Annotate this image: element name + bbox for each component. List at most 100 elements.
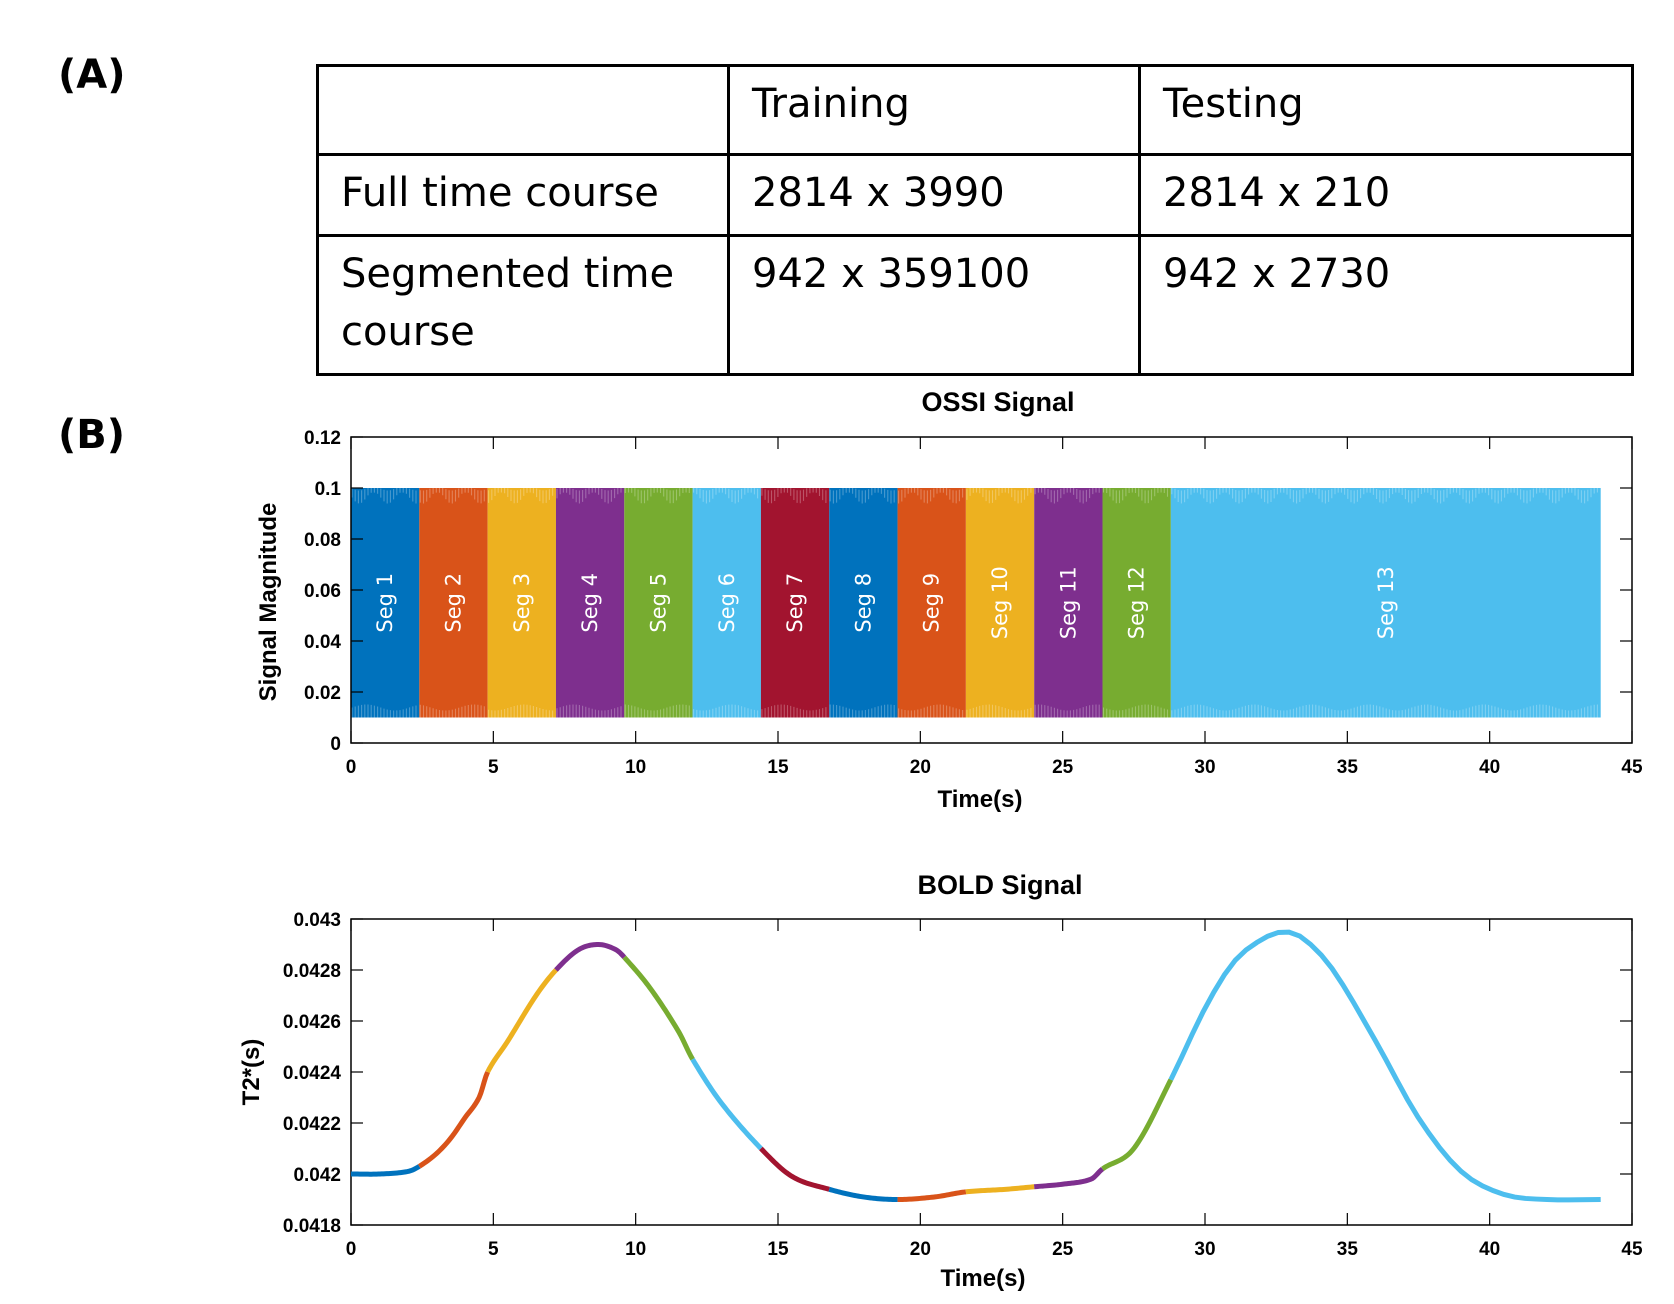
ossi-x-tick-label: 0: [346, 757, 357, 778]
ossi-x-tick-label: 5: [488, 757, 499, 778]
header-cell-testing: Testing: [1138, 64, 1634, 156]
bold-line-segment: [554, 941, 627, 972]
bold-line-segment: [351, 1164, 421, 1177]
bold-line-segment: [759, 1146, 830, 1192]
ossi-segment-band: [624, 488, 693, 718]
segment-label: Seg 10: [988, 566, 1012, 639]
ossi-segment-band: [555, 488, 625, 718]
row-label: Segmented time course: [316, 234, 730, 376]
bold-axes-box: [350, 918, 1633, 1226]
segment-label: Seg 9: [920, 573, 944, 633]
ossi-y-tick-label: 0.06: [304, 581, 341, 602]
bold-x-axis-label: Time(s): [941, 1265, 1026, 1292]
ossi-x-axis-label: Time(s): [938, 786, 1023, 813]
bold-signal-chart: BOLD Signal 0 5 10 15 20 25 30 35 40 45 0.0418 0.04…: [238, 870, 1643, 1292]
bold-y-tick-label: 0.042: [293, 1165, 341, 1186]
segment-label: Seg 12: [1125, 566, 1149, 639]
ossi-oscillation-texture: [761, 487, 827, 718]
ossi-oscillation-texture: [966, 487, 1032, 718]
bold-x-tick-label: 30: [1194, 1239, 1215, 1260]
ossi-oscillation-texture: [898, 487, 964, 718]
bold-y-tick-label: 0.0422: [283, 1114, 341, 1135]
ossi-oscillation-texture: [624, 487, 690, 718]
ossi-x-tick-label: 25: [1052, 757, 1074, 778]
bold-line-segment: [417, 1071, 490, 1169]
ossi-segment-band: [351, 488, 420, 718]
panel-label-b: (B): [58, 412, 126, 458]
ossi-y-tick-label: 0.12: [304, 428, 341, 449]
ossi-segment-band: [1102, 488, 1171, 718]
segment-label: Seg 13: [1374, 566, 1398, 639]
bold-x-tick-label: 35: [1337, 1239, 1359, 1260]
ossi-segment-band: [692, 488, 761, 718]
bold-x-tick-label: 20: [910, 1239, 931, 1260]
ossi-y-tick-label: 0.04: [304, 632, 341, 653]
segment-label: Seg 1: [373, 573, 397, 633]
ossi-x-tick-label: 20: [910, 757, 931, 778]
ossi-segment-band: [897, 488, 966, 718]
segment-label: Seg 2: [441, 573, 465, 633]
bold-line-segment: [897, 1189, 967, 1202]
bold-line-segment: [1168, 929, 1601, 1203]
segment-label: Seg 7: [783, 573, 807, 633]
dimensions-table: Training Testing Full time course 2814 x…: [316, 64, 1634, 376]
table-row: Segmented time course 942 x 359100 942 x…: [316, 234, 1634, 376]
ossi-segment-band: [487, 488, 556, 718]
bold-line-segment: [1101, 1078, 1174, 1171]
ossi-signal-chart: OSSI Signal Seg 1 Seg 2 Seg 3 Seg 4 Seg 5 Seg…: [255, 388, 1643, 813]
row-label: Full time course: [316, 153, 730, 237]
bold-x-tick-label: 25: [1052, 1239, 1074, 1260]
bold-chart-title: BOLD Signal: [917, 870, 1082, 900]
ossi-y-tick-label: 0: [330, 734, 341, 755]
bold-x-tick-label: 45: [1621, 1239, 1643, 1260]
ossi-segment-band: [829, 488, 898, 718]
segment-label: Seg 8: [851, 573, 875, 633]
ossi-x-tick-label: 45: [1621, 757, 1643, 778]
training-value: 2814 x 3990: [727, 153, 1141, 237]
bold-line-segment: [622, 955, 695, 1061]
panel-label-a: (A): [58, 52, 126, 98]
ossi-oscillation-texture: [556, 487, 622, 718]
ossi-oscillation-texture: [1171, 487, 1598, 718]
ossi-segment-band: [965, 488, 1035, 718]
ossi-y-tick-label: 0.1: [315, 479, 342, 500]
ossi-x-tick-label: 40: [1479, 757, 1500, 778]
training-value: 942 x 359100: [727, 234, 1141, 376]
bold-line-segment: [1033, 1166, 1105, 1190]
testing-value: 942 x 2730: [1138, 234, 1634, 376]
bold-y-tick-label: 0.0424: [283, 1063, 342, 1084]
bold-line-segment: [965, 1184, 1035, 1195]
segment-label: Seg 3: [510, 573, 534, 633]
ossi-oscillation-texture: [351, 487, 417, 718]
segment-label: Seg 5: [646, 573, 670, 633]
segment-label: Seg 6: [715, 573, 739, 633]
ossi-x-tick-label: 30: [1194, 757, 1215, 778]
bold-x-tick-label: 15: [767, 1239, 789, 1260]
bold-line-segment: [485, 968, 558, 1074]
ossi-oscillation-texture: [419, 487, 485, 718]
bold-x-tick-label: 10: [625, 1239, 646, 1260]
ossi-oscillation-texture: [693, 487, 759, 718]
ossi-oscillation-texture: [829, 487, 895, 718]
bold-x-tick-label: 40: [1479, 1239, 1500, 1260]
ossi-x-tick-label: 35: [1337, 757, 1359, 778]
ossi-y-tick-label: 0.02: [304, 683, 341, 704]
table-row: Full time course 2814 x 3990 2814 x 210: [316, 153, 1634, 237]
ossi-x-tick-label: 10: [625, 757, 646, 778]
segment-label: Seg 11: [1056, 566, 1080, 639]
bold-line-segment: [690, 1057, 763, 1151]
bold-plot-area: 0 5 10 15 20 25 30 35 40 45 0.0418 0.042 0.0422 0.042…: [283, 910, 1643, 1260]
ossi-y-tick-label: 0.08: [304, 530, 341, 551]
segment-label: Seg 4: [578, 573, 602, 633]
bold-y-axis-label: T2*(s): [238, 1039, 265, 1106]
ossi-segment-band: [419, 488, 488, 718]
testing-value: 2814 x 210: [1138, 153, 1634, 237]
bold-y-tick-label: 0.0428: [283, 961, 341, 982]
table-header-row: Training Testing: [316, 64, 1634, 156]
ossi-segment-band: [1170, 488, 1601, 718]
ossi-oscillation-texture: [1034, 487, 1100, 718]
ossi-segment-band: [1034, 488, 1103, 718]
ossi-chart-title: OSSI Signal: [921, 388, 1074, 417]
ossi-oscillation-texture: [1102, 487, 1169, 718]
bold-y-tick-label: 0.0418: [283, 1216, 341, 1237]
